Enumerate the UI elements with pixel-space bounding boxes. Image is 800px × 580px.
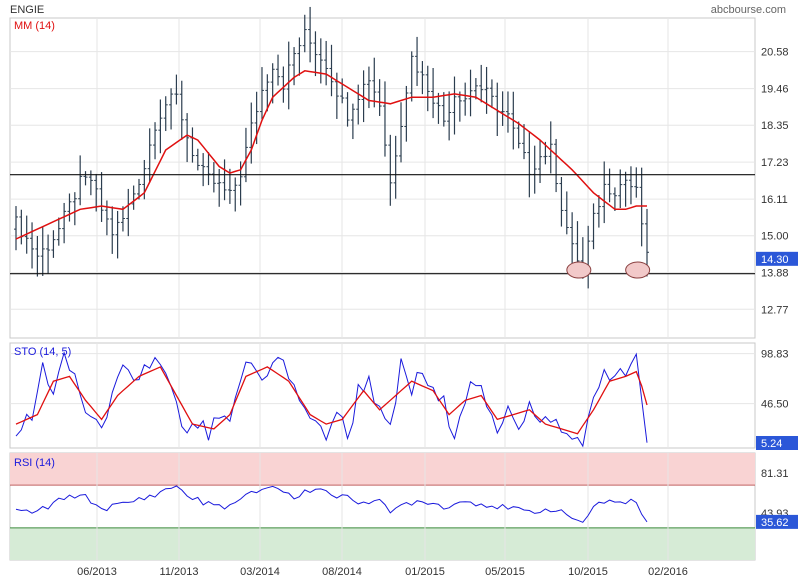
x-tick-label: 02/2016 xyxy=(648,566,688,578)
ma-line xyxy=(15,70,647,240)
sto-last-value-badge xyxy=(756,435,798,450)
price-tick-label: 20.58 xyxy=(761,47,789,59)
x-tick-label: 05/2015 xyxy=(485,566,525,578)
price-tick-label: 12.77 xyxy=(761,304,789,316)
sto-indicator-label: STO (14, 5) xyxy=(14,346,71,358)
sto-d-line xyxy=(15,366,648,435)
sto-k-line xyxy=(15,351,648,448)
rsi-indicator-label: RSI (14) xyxy=(14,457,55,469)
x-tick-label: 06/2013 xyxy=(77,566,117,578)
ohlc-bars xyxy=(14,6,649,289)
ma-indicator-label: MM (14) xyxy=(14,20,55,32)
price-tick-label: 17.23 xyxy=(761,157,789,169)
annotation-ellipse xyxy=(566,261,592,279)
rsi-oversold-zone xyxy=(10,527,755,560)
rsi-tick-label: 81.31 xyxy=(761,468,789,480)
x-tick-label: 08/2014 xyxy=(322,566,362,578)
price-tick-label: 15.00 xyxy=(761,231,789,243)
rsi-overbought-zone xyxy=(10,453,755,486)
rsi-line xyxy=(15,485,648,523)
x-tick-label: 10/2015 xyxy=(568,566,608,578)
price-tick-label: 18.35 xyxy=(761,120,789,132)
panel-frame-price xyxy=(9,17,756,339)
price-tick-label: 19.46 xyxy=(761,84,789,96)
x-tick-label: 03/2014 xyxy=(240,566,280,578)
price-tick-label: 16.11 xyxy=(761,194,788,206)
rsi-last-value-badge xyxy=(756,514,798,529)
sto-tick-label: 98.83 xyxy=(761,349,789,361)
price-tick-label: 13.88 xyxy=(761,268,789,280)
panel-frame-sto xyxy=(9,342,756,449)
x-tick-label: 11/2013 xyxy=(160,566,199,578)
sto-last-value: 5.24 xyxy=(761,438,782,450)
price-last-value-badge xyxy=(756,251,798,266)
price-last-value: 14.30 xyxy=(761,254,789,266)
source-label: abcbourse.com xyxy=(711,4,786,16)
sto-tick-label: 46.50 xyxy=(761,399,789,411)
annotation-ellipse xyxy=(625,261,651,279)
x-tick-label: 01/2015 xyxy=(405,566,445,578)
rsi-last-value: 35.62 xyxy=(761,517,789,529)
ticker-label: ENGIE xyxy=(10,4,44,16)
